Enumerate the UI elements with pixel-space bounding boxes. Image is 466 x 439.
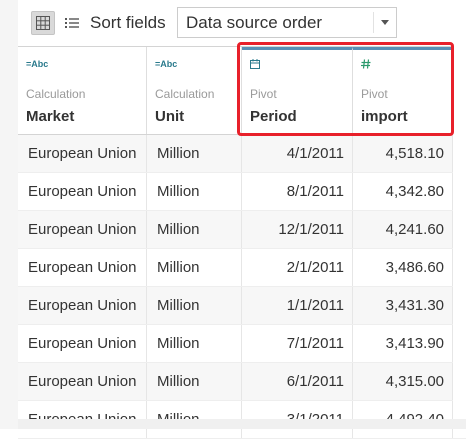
list-view-icon[interactable]: [60, 11, 84, 35]
sort-fields-label: Sort fields: [90, 13, 166, 32]
column-source: Calculation: [155, 87, 215, 101]
cell-unit[interactable]: Million: [147, 287, 242, 324]
table-body: European Union Million 4/1/2011 4,518.10…: [18, 135, 466, 439]
table-row[interactable]: European Union Million 2/1/2011 3,486.60: [18, 249, 466, 287]
cell-market[interactable]: European Union: [18, 135, 147, 172]
table-row[interactable]: European Union Million 1/1/2011 3,431.30: [18, 287, 466, 325]
cell-market[interactable]: European Union: [18, 287, 147, 324]
cell-market[interactable]: European Union: [18, 325, 147, 362]
cell-period[interactable]: 12/1/2011: [242, 211, 353, 248]
cell-market[interactable]: European Union: [18, 249, 147, 286]
cell-unit[interactable]: Million: [147, 325, 242, 362]
column-source: Calculation: [26, 87, 86, 101]
string-calc-icon[interactable]: =Abc: [155, 59, 178, 69]
cell-unit[interactable]: Million: [147, 363, 242, 400]
cell-import[interactable]: 3,413.90: [353, 325, 453, 362]
cell-import[interactable]: 4,342.80: [353, 173, 453, 210]
string-calc-icon[interactable]: =Abc: [26, 59, 49, 69]
column-header-row: =Abc Calculation Market =Abc Calculation…: [18, 47, 466, 135]
column-name: import: [361, 108, 408, 125]
table-row[interactable]: European Union Million 4/1/2011 4,518.10: [18, 135, 466, 173]
cell-unit[interactable]: Million: [147, 249, 242, 286]
cell-import[interactable]: 4,518.10: [353, 135, 453, 172]
sort-fields-select[interactable]: Data source order: [177, 7, 397, 38]
left-pane-edge: [0, 0, 19, 429]
cell-import[interactable]: 4,315.00: [353, 363, 453, 400]
column-name: Period: [250, 108, 297, 125]
cell-unit[interactable]: Million: [147, 173, 242, 210]
chevron-down-icon[interactable]: [373, 12, 396, 33]
cell-market[interactable]: European Union: [18, 363, 147, 400]
column-header-market[interactable]: =Abc Calculation Market: [18, 47, 147, 134]
sort-fields-value: Data source order: [186, 13, 323, 32]
cell-unit[interactable]: Million: [147, 211, 242, 248]
cell-import[interactable]: 3,431.30: [353, 287, 453, 324]
cell-market[interactable]: European Union: [18, 211, 147, 248]
column-header-period[interactable]: Pivot Period: [242, 47, 353, 134]
column-header-unit[interactable]: =Abc Calculation Unit: [147, 47, 242, 134]
cell-period[interactable]: 1/1/2011: [242, 287, 353, 324]
horizontal-scrollbar[interactable]: [18, 419, 466, 429]
table-row[interactable]: European Union Million 8/1/2011 4,342.80: [18, 173, 466, 211]
vertical-scrollbar[interactable]: [453, 46, 466, 429]
cell-period[interactable]: 6/1/2011: [242, 363, 353, 400]
cell-period[interactable]: 8/1/2011: [242, 173, 353, 210]
cell-period[interactable]: 2/1/2011: [242, 249, 353, 286]
table-row[interactable]: European Union Million 7/1/2011 3,413.90: [18, 325, 466, 363]
cell-import[interactable]: 4,241.60: [353, 211, 453, 248]
toolbar: Sort fields Data source order: [18, 0, 466, 46]
column-name: Market: [26, 108, 75, 125]
highlight-annotation-box: [237, 42, 454, 136]
column-source: Pivot: [250, 87, 277, 101]
cell-market[interactable]: European Union: [18, 173, 147, 210]
column-name: Unit: [155, 108, 185, 125]
column-source: Pivot: [361, 87, 388, 101]
cell-unit[interactable]: Million: [147, 135, 242, 172]
table-row[interactable]: European Union Million 6/1/2011 4,315.00: [18, 363, 466, 401]
table-row[interactable]: European Union Million 12/1/2011 4,241.6…: [18, 211, 466, 249]
cell-import[interactable]: 3,486.60: [353, 249, 453, 286]
number-icon[interactable]: [361, 59, 371, 71]
calendar-icon[interactable]: [250, 59, 260, 71]
cell-period[interactable]: 7/1/2011: [242, 325, 353, 362]
grid-view-icon[interactable]: [31, 11, 55, 35]
cell-period[interactable]: 4/1/2011: [242, 135, 353, 172]
